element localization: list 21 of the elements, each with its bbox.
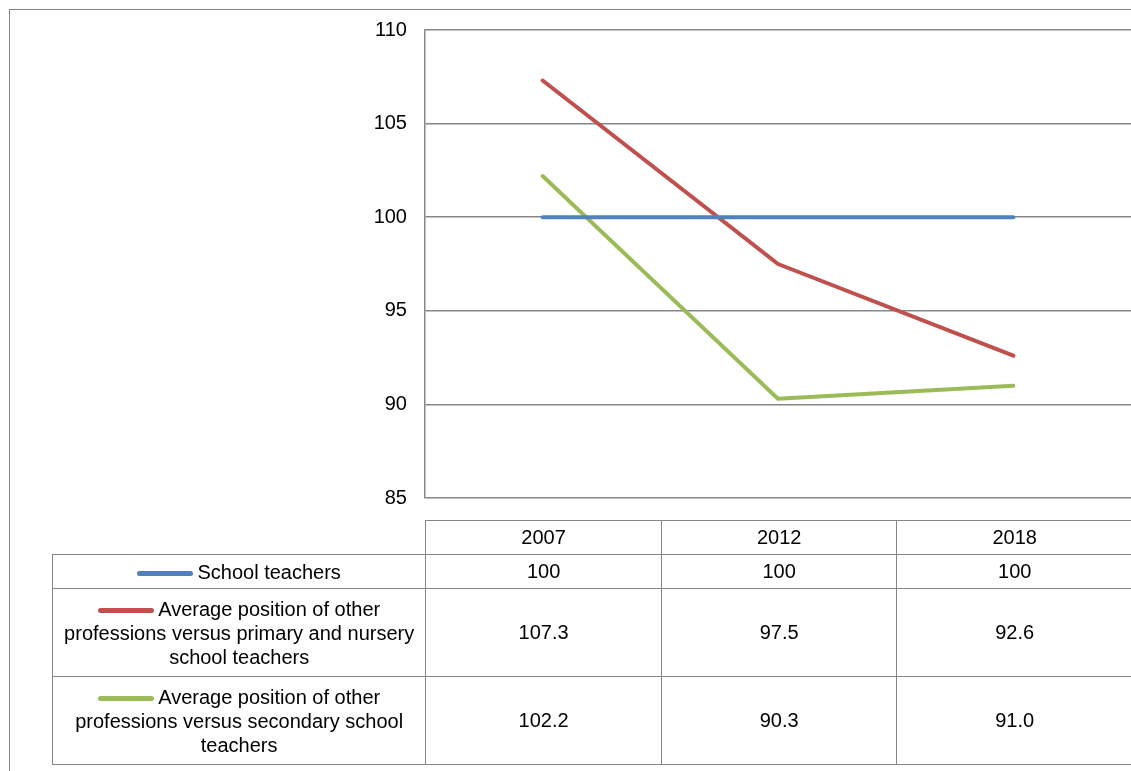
x-tick-label: 2012: [661, 520, 897, 555]
data-label: 100: [661, 554, 897, 589]
x-tick-label: 2018: [896, 520, 1131, 555]
y-tick-label: 100: [373, 204, 407, 227]
data-label: 100: [425, 554, 662, 589]
y-tick-label: 110: [375, 17, 407, 40]
legend-label: Average position of other professions versus secondary school teachers: [75, 685, 404, 756]
data-label: 90.3: [661, 676, 897, 765]
legend-label: School teachers: [197, 560, 341, 583]
y-tick-label: 105: [373, 111, 407, 134]
data-label: 100: [896, 554, 1131, 589]
legend-label: Average position of other professions versus primary and nursery school teachers: [64, 597, 415, 668]
data-label: 97.5: [661, 588, 897, 677]
data-label: 92.6: [896, 588, 1131, 677]
x-tick-label: 2007: [425, 520, 662, 555]
data-label: 91.0: [896, 676, 1131, 765]
y-tick-label: 90: [384, 391, 407, 414]
y-tick-label: 95: [384, 298, 407, 321]
data-label: 107.3: [425, 588, 662, 677]
y-tick-label: 85: [384, 485, 407, 508]
data-label: 102.2: [425, 676, 662, 765]
